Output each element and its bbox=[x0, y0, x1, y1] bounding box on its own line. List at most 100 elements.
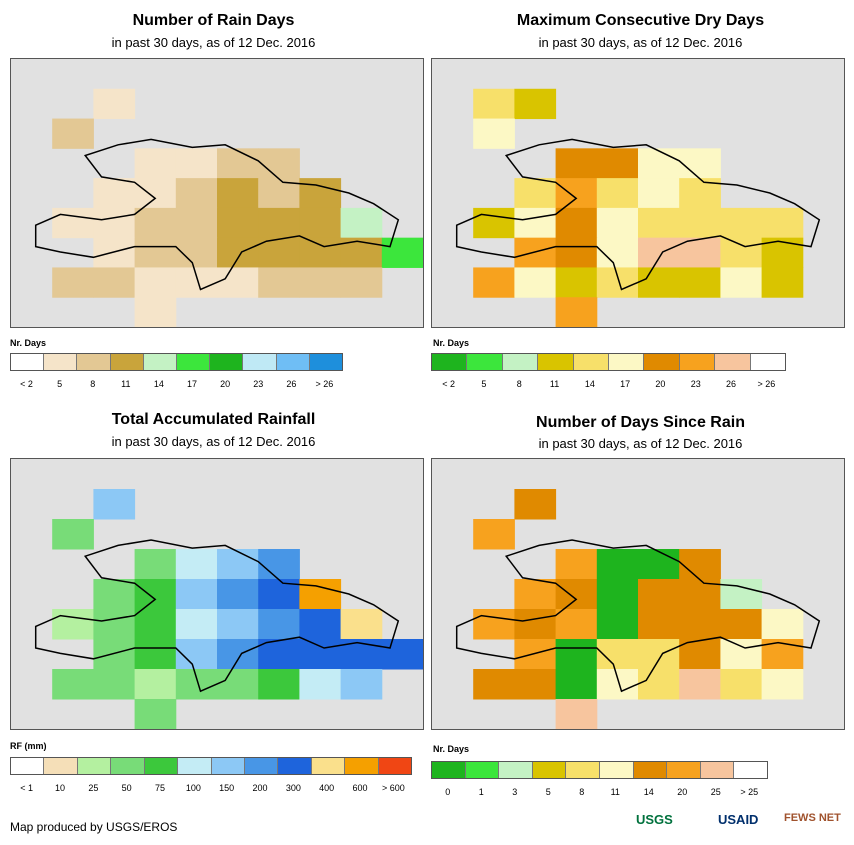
grid-cell bbox=[52, 609, 94, 640]
grid-cell bbox=[596, 178, 639, 209]
usgs-logo: USGS bbox=[636, 812, 673, 827]
panel-subtitle: in past 30 days, as of 12 Dec. 2016 bbox=[111, 35, 316, 50]
map-grid bbox=[34, 489, 423, 729]
grid-cell bbox=[514, 609, 557, 640]
legend-tick-label: 3 bbox=[512, 787, 518, 797]
grid-cell bbox=[217, 207, 259, 239]
grid-cell bbox=[514, 178, 557, 209]
legend-swatch bbox=[609, 354, 645, 370]
legend-tick-label: > 26 bbox=[315, 379, 334, 389]
grid-cell bbox=[134, 549, 177, 580]
legend-swatch bbox=[667, 762, 701, 778]
grid-cell bbox=[299, 267, 342, 298]
grid-cell bbox=[679, 609, 721, 640]
grid-cell bbox=[638, 669, 680, 700]
legend-ticks: < 2 5 8 11 14 17 20 23 26 > 26 bbox=[431, 379, 784, 391]
legend-swatch bbox=[11, 758, 45, 774]
grid-cell bbox=[596, 148, 639, 179]
grid-cell bbox=[217, 237, 259, 268]
grid-cell bbox=[134, 237, 177, 268]
legend-swatch bbox=[77, 758, 112, 774]
legend-tick-label: 1 bbox=[478, 787, 484, 797]
legend-bar bbox=[431, 353, 786, 371]
map-rain-days[interactable] bbox=[10, 58, 424, 328]
legend-tick-label: 14 bbox=[584, 379, 595, 389]
grid-cell bbox=[93, 178, 136, 209]
legend-swatch bbox=[599, 762, 634, 778]
grid-cell bbox=[555, 699, 598, 729]
grid-cell bbox=[175, 579, 218, 610]
map-days-since-rain[interactable] bbox=[431, 458, 845, 730]
legend-tick-label: > 25 bbox=[740, 787, 759, 797]
grid-cell bbox=[299, 237, 342, 268]
map-total-rainfall[interactable] bbox=[10, 458, 424, 730]
legend-swatch bbox=[11, 354, 45, 370]
legend-swatch bbox=[143, 354, 178, 370]
legend-swatch bbox=[465, 762, 500, 778]
grid-cell bbox=[381, 237, 423, 268]
legend-swatch bbox=[467, 354, 503, 370]
grid-cell bbox=[258, 549, 300, 580]
legend-swatch bbox=[734, 762, 767, 778]
map-dry-days[interactable] bbox=[431, 58, 845, 328]
legend-swatch bbox=[110, 354, 144, 370]
legend-title: Nr. Days bbox=[433, 338, 470, 348]
grid-cell bbox=[555, 207, 598, 239]
grid-cell bbox=[679, 669, 721, 700]
grid-cell bbox=[761, 207, 804, 239]
grid-cell bbox=[473, 609, 515, 640]
legend-swatch bbox=[77, 354, 111, 370]
legend-tick-label: 11 bbox=[549, 379, 560, 389]
legend-swatch bbox=[345, 758, 379, 774]
grid-cell bbox=[720, 669, 763, 700]
legend-tick-label: 8 bbox=[90, 379, 96, 389]
legend-swatch bbox=[566, 762, 600, 778]
island-outline bbox=[34, 138, 400, 291]
credit-text: Map produced by USGS/EROS bbox=[10, 820, 178, 834]
grid-cell bbox=[555, 609, 598, 640]
legend-tick-label: 100 bbox=[185, 783, 201, 793]
grid-cell bbox=[217, 267, 259, 298]
grid-cell bbox=[258, 609, 300, 640]
grid-cell bbox=[134, 699, 177, 729]
legend-tick-label: > 600 bbox=[381, 783, 405, 793]
legend-swatch bbox=[432, 354, 468, 370]
grid-cell bbox=[596, 669, 639, 700]
legend-ticks: < 1 10 25 50 75 100 150 200 300 400 600 > 600 bbox=[10, 783, 410, 795]
grid-cell bbox=[217, 579, 259, 610]
legend-tick-label: 300 bbox=[285, 783, 301, 793]
legend-swatch bbox=[700, 762, 735, 778]
legend-swatch bbox=[633, 762, 668, 778]
grid-cell bbox=[299, 609, 342, 640]
grid-cell bbox=[555, 297, 598, 327]
panel-subtitle: in past 30 days, as of 12 Dec. 2016 bbox=[538, 436, 743, 451]
grid-cell bbox=[134, 267, 177, 298]
island-outline bbox=[455, 138, 821, 291]
grid-cell bbox=[258, 148, 300, 179]
legend-swatch bbox=[111, 758, 145, 774]
grid-cell bbox=[175, 148, 218, 179]
grid-cell bbox=[175, 267, 218, 298]
legend-tick-label: 11 bbox=[610, 787, 620, 797]
grid-cell bbox=[596, 207, 639, 239]
legend-tick-label: 200 bbox=[252, 783, 268, 793]
panel-dry-days: Maximum Consecutive Dry Days in past 30 … bbox=[427, 0, 854, 400]
grid-cell bbox=[175, 669, 218, 700]
grid-cell bbox=[258, 669, 300, 700]
legend-swatch bbox=[679, 354, 716, 370]
panel-rain-days: Number of Rain Days in past 30 days, as … bbox=[0, 0, 427, 400]
grid-cell bbox=[340, 609, 383, 640]
grid-cell bbox=[638, 207, 680, 239]
legend-ticks: < 2 5 8 11 14 17 20 23 26 > 26 bbox=[10, 379, 341, 391]
legend-tick-label: 17 bbox=[620, 379, 631, 389]
legend-tick-label: 11 bbox=[121, 379, 131, 389]
legend-bar bbox=[431, 761, 768, 779]
grid-cell bbox=[679, 148, 721, 179]
grid-cell bbox=[52, 519, 94, 550]
legend-swatch bbox=[502, 354, 539, 370]
map-grid bbox=[455, 88, 821, 327]
grid-cell bbox=[761, 609, 804, 640]
grid-cell bbox=[473, 88, 515, 120]
grid-cell bbox=[299, 579, 342, 610]
legend-tick-label: 26 bbox=[726, 379, 737, 389]
